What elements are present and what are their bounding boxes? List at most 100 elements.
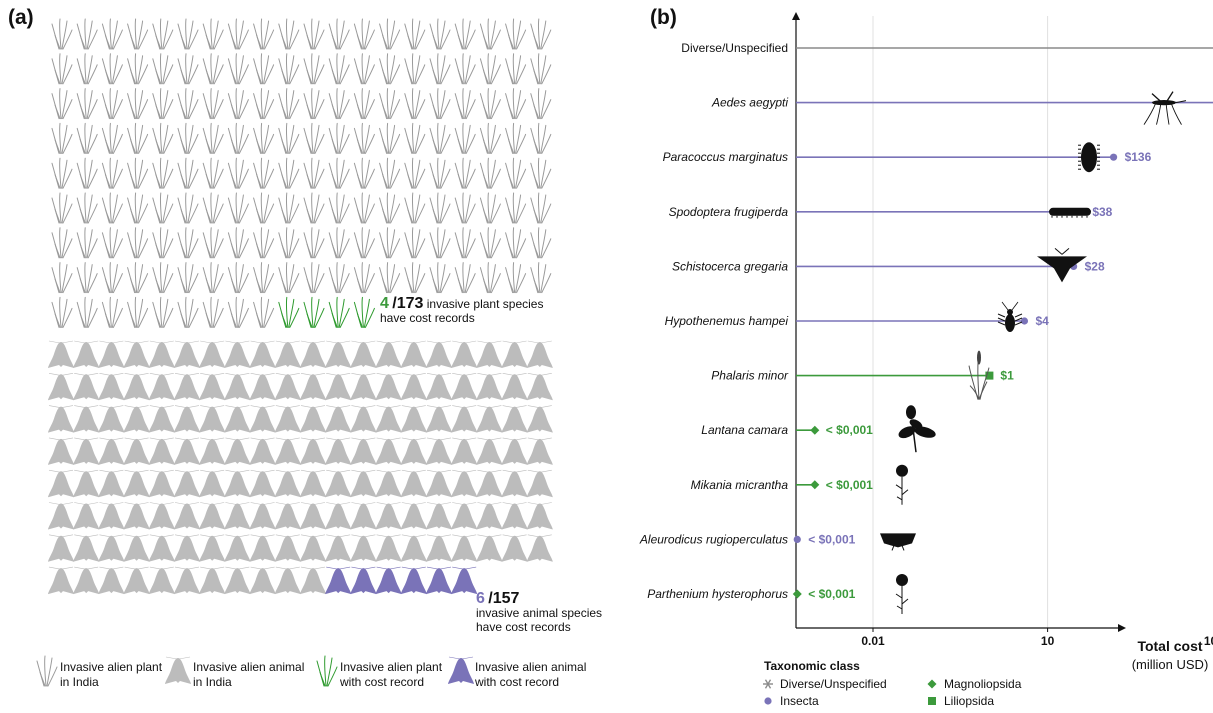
legend-label: Diverse/Unspecified (780, 677, 887, 691)
plant-annotation-line1: invasive plant species (426, 297, 544, 311)
plant-icon (202, 157, 224, 189)
plant-icon (152, 262, 174, 294)
value-label: $38 (1092, 205, 1112, 219)
lollipop-row: Phalaris minor $1 (711, 350, 1014, 400)
plant-icon (127, 227, 149, 259)
lollipop-row: Parthenium hysterophorus < $0,001 (647, 574, 909, 614)
animal-with-cost-icon (350, 566, 377, 595)
plant-icon (227, 192, 249, 224)
animal-with-cost-icon (325, 566, 352, 595)
plant-icon (253, 296, 275, 328)
animal-icon (48, 340, 74, 368)
legend-moth-icon (165, 656, 191, 684)
lollipop-row: Spodoptera frugiperda $38 (669, 205, 1113, 219)
animal-icon (400, 502, 427, 530)
animal-total-count: /157 (488, 590, 520, 607)
animal-icon (48, 566, 74, 595)
plant-icon (227, 262, 249, 294)
legend-label: Magnoliopsida (944, 677, 1022, 691)
lollipop-marker (810, 480, 820, 490)
animal-icon (274, 373, 301, 401)
animal-icon (148, 502, 175, 530)
value-label: < $0,001 (826, 423, 873, 437)
plant-icon (202, 53, 224, 85)
plant-icon (177, 18, 199, 50)
row-label: Paracoccus marginatus (663, 150, 788, 164)
plant-icon (530, 192, 552, 224)
animal-icon (73, 502, 100, 530)
animal-icon (224, 373, 251, 401)
plant-icon (530, 18, 552, 50)
animal-icon (426, 469, 452, 498)
row-label: Mikania micrantha (691, 478, 789, 492)
animal-icon (426, 340, 452, 368)
animal-icon (274, 534, 301, 562)
legend-item-square: Liliopsida (928, 694, 994, 708)
plant-icon (177, 88, 199, 120)
animal-icon (400, 534, 427, 562)
row-label: Aleurodicus rugioperculatus (639, 532, 788, 546)
plant-icon (227, 18, 249, 50)
animal-icon (451, 437, 478, 465)
plant-icon (202, 262, 224, 294)
animal-icon (174, 566, 200, 595)
animal-icon (400, 437, 427, 465)
animal-icon (526, 469, 553, 498)
flower-icon (895, 464, 909, 505)
animal-icon (476, 373, 503, 401)
row-label: Aedes aegypti (711, 96, 788, 110)
legend-title: Taxonomic class (764, 659, 860, 673)
plant-icon (328, 88, 350, 120)
animal-icon (98, 566, 125, 595)
plant-icon (253, 122, 275, 154)
plant-icon (379, 262, 401, 294)
animal-icon (148, 405, 175, 433)
plant-icon (253, 157, 275, 189)
animal-icon (73, 405, 100, 433)
row-label: Lantana camara (701, 423, 788, 437)
animal-icon (174, 373, 200, 401)
mosquito-icon (1143, 91, 1187, 125)
animal-icon (451, 373, 478, 401)
plant-icon (278, 53, 300, 85)
plant-icon (127, 157, 149, 189)
plant-icon (177, 157, 199, 189)
lollipop-marker (810, 425, 820, 435)
animal-with-cost-icon (375, 566, 402, 595)
lollipop-row: Aleurodicus rugioperculatus < $0,001 (639, 532, 916, 551)
plant-icon (328, 262, 350, 294)
animal-icon (224, 534, 251, 562)
animal-icon (350, 373, 377, 401)
plant-icon (101, 53, 123, 85)
plant-icon (530, 262, 552, 294)
animal-with-cost-icon (426, 566, 452, 595)
animal-icon (199, 469, 226, 498)
mealybug-icon (1078, 142, 1100, 173)
plant-icon (76, 18, 98, 50)
plant-icon (479, 18, 501, 50)
plant-icon (227, 227, 249, 259)
animal-icon (249, 502, 276, 530)
plant-icon (152, 227, 174, 259)
animal-icon (249, 373, 276, 401)
animal-icon (199, 340, 226, 368)
animal-icon (400, 469, 427, 498)
animal-icon (174, 437, 200, 465)
animal-icon (199, 534, 226, 562)
animal-icon (48, 373, 74, 401)
plant-icon (353, 262, 375, 294)
plant-icon (379, 53, 401, 85)
plant-icon (127, 88, 149, 120)
legend-item-diamond: Magnoliopsida (927, 677, 1022, 691)
animal-icon (148, 373, 175, 401)
plant-icon (479, 88, 501, 120)
plant-icon (278, 88, 300, 120)
plant-icon (177, 192, 199, 224)
animal-icon (174, 340, 200, 368)
row-label: Phalaris minor (711, 369, 789, 383)
panel-b: (b) 0.01 10 10,000Total cost (million USD) D… (610, 0, 1213, 713)
plant-icon (404, 18, 426, 50)
plant-icon (505, 88, 527, 120)
animal-icon (501, 437, 528, 465)
legend-plant-cost-label: Invasive alien plant with cost record (340, 660, 442, 690)
